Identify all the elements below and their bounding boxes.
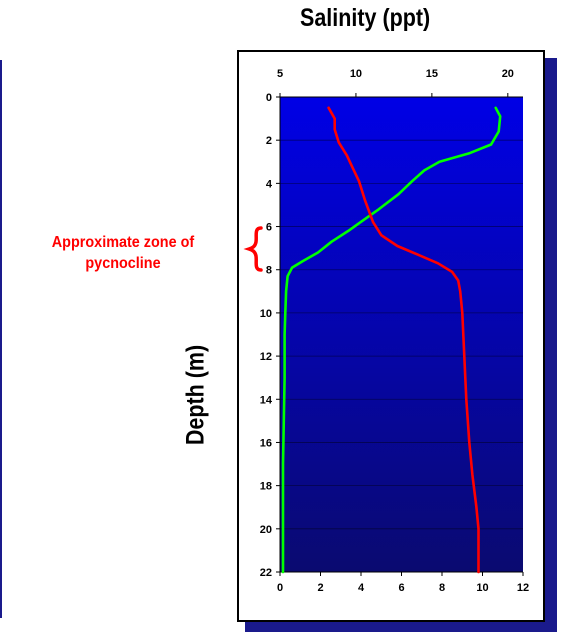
x-bottom-tick-label: 12 (517, 582, 529, 594)
x-bottom-tick-label: 4 (358, 582, 365, 594)
x-top-tick-label: 20 (502, 68, 514, 80)
annotation-line-1: Approximate zone of (51, 234, 195, 251)
y-axis-label: Depth (m) (181, 344, 210, 446)
depth-profile-chart: 0 2 4 6 8 10 12 14 16 18 20 22 5 10 15 20 0 2 4 6 8 10 12 (243, 68, 529, 594)
y-tick-label: 22 (260, 567, 272, 579)
red-profile-line (327, 106, 480, 574)
left-divider (0, 60, 2, 618)
x-bottom-tick-label: 10 (476, 582, 488, 594)
x-top-tick-label: 5 (277, 68, 283, 80)
y-tick-label: 14 (260, 394, 273, 406)
y-tick-label: 0 (266, 92, 272, 104)
y-tick-label: 20 (260, 524, 272, 536)
pycnocline-annotation: Approximate zone of pycnocline (20, 232, 226, 274)
axes (276, 93, 524, 576)
x-bottom-tick-label: 2 (317, 582, 323, 594)
data-lines (281, 106, 502, 574)
pycnocline-brace (243, 226, 263, 272)
y-tick-label: 16 (260, 437, 272, 449)
y-tick-label: 2 (266, 135, 272, 147)
x-bottom-tick-label: 0 (277, 582, 283, 594)
x-bottom-tick-label: 8 (439, 582, 445, 594)
y-tick-label: 8 (266, 265, 272, 277)
y-tick-label: 4 (266, 178, 273, 190)
x-top-tick-label: 10 (350, 68, 362, 80)
gridlines (280, 96, 523, 573)
chart-title: Salinity (ppt) (300, 4, 431, 32)
x-top-tick-label: 15 (426, 68, 438, 80)
plot-area (280, 97, 523, 572)
y-tick-label: 12 (260, 351, 272, 363)
y-tick-label: 10 (260, 308, 272, 320)
tick-labels: 0 2 4 6 8 10 12 14 16 18 20 22 5 10 15 20 0 2 4 6 8 10 12 (260, 68, 529, 594)
x-bottom-tick-label: 6 (398, 582, 404, 594)
y-tick-label: 18 (260, 481, 272, 493)
y-tick-label: 6 (266, 222, 272, 234)
salinity-line (281, 106, 502, 574)
annotation-line-2: pycnocline (85, 255, 161, 272)
